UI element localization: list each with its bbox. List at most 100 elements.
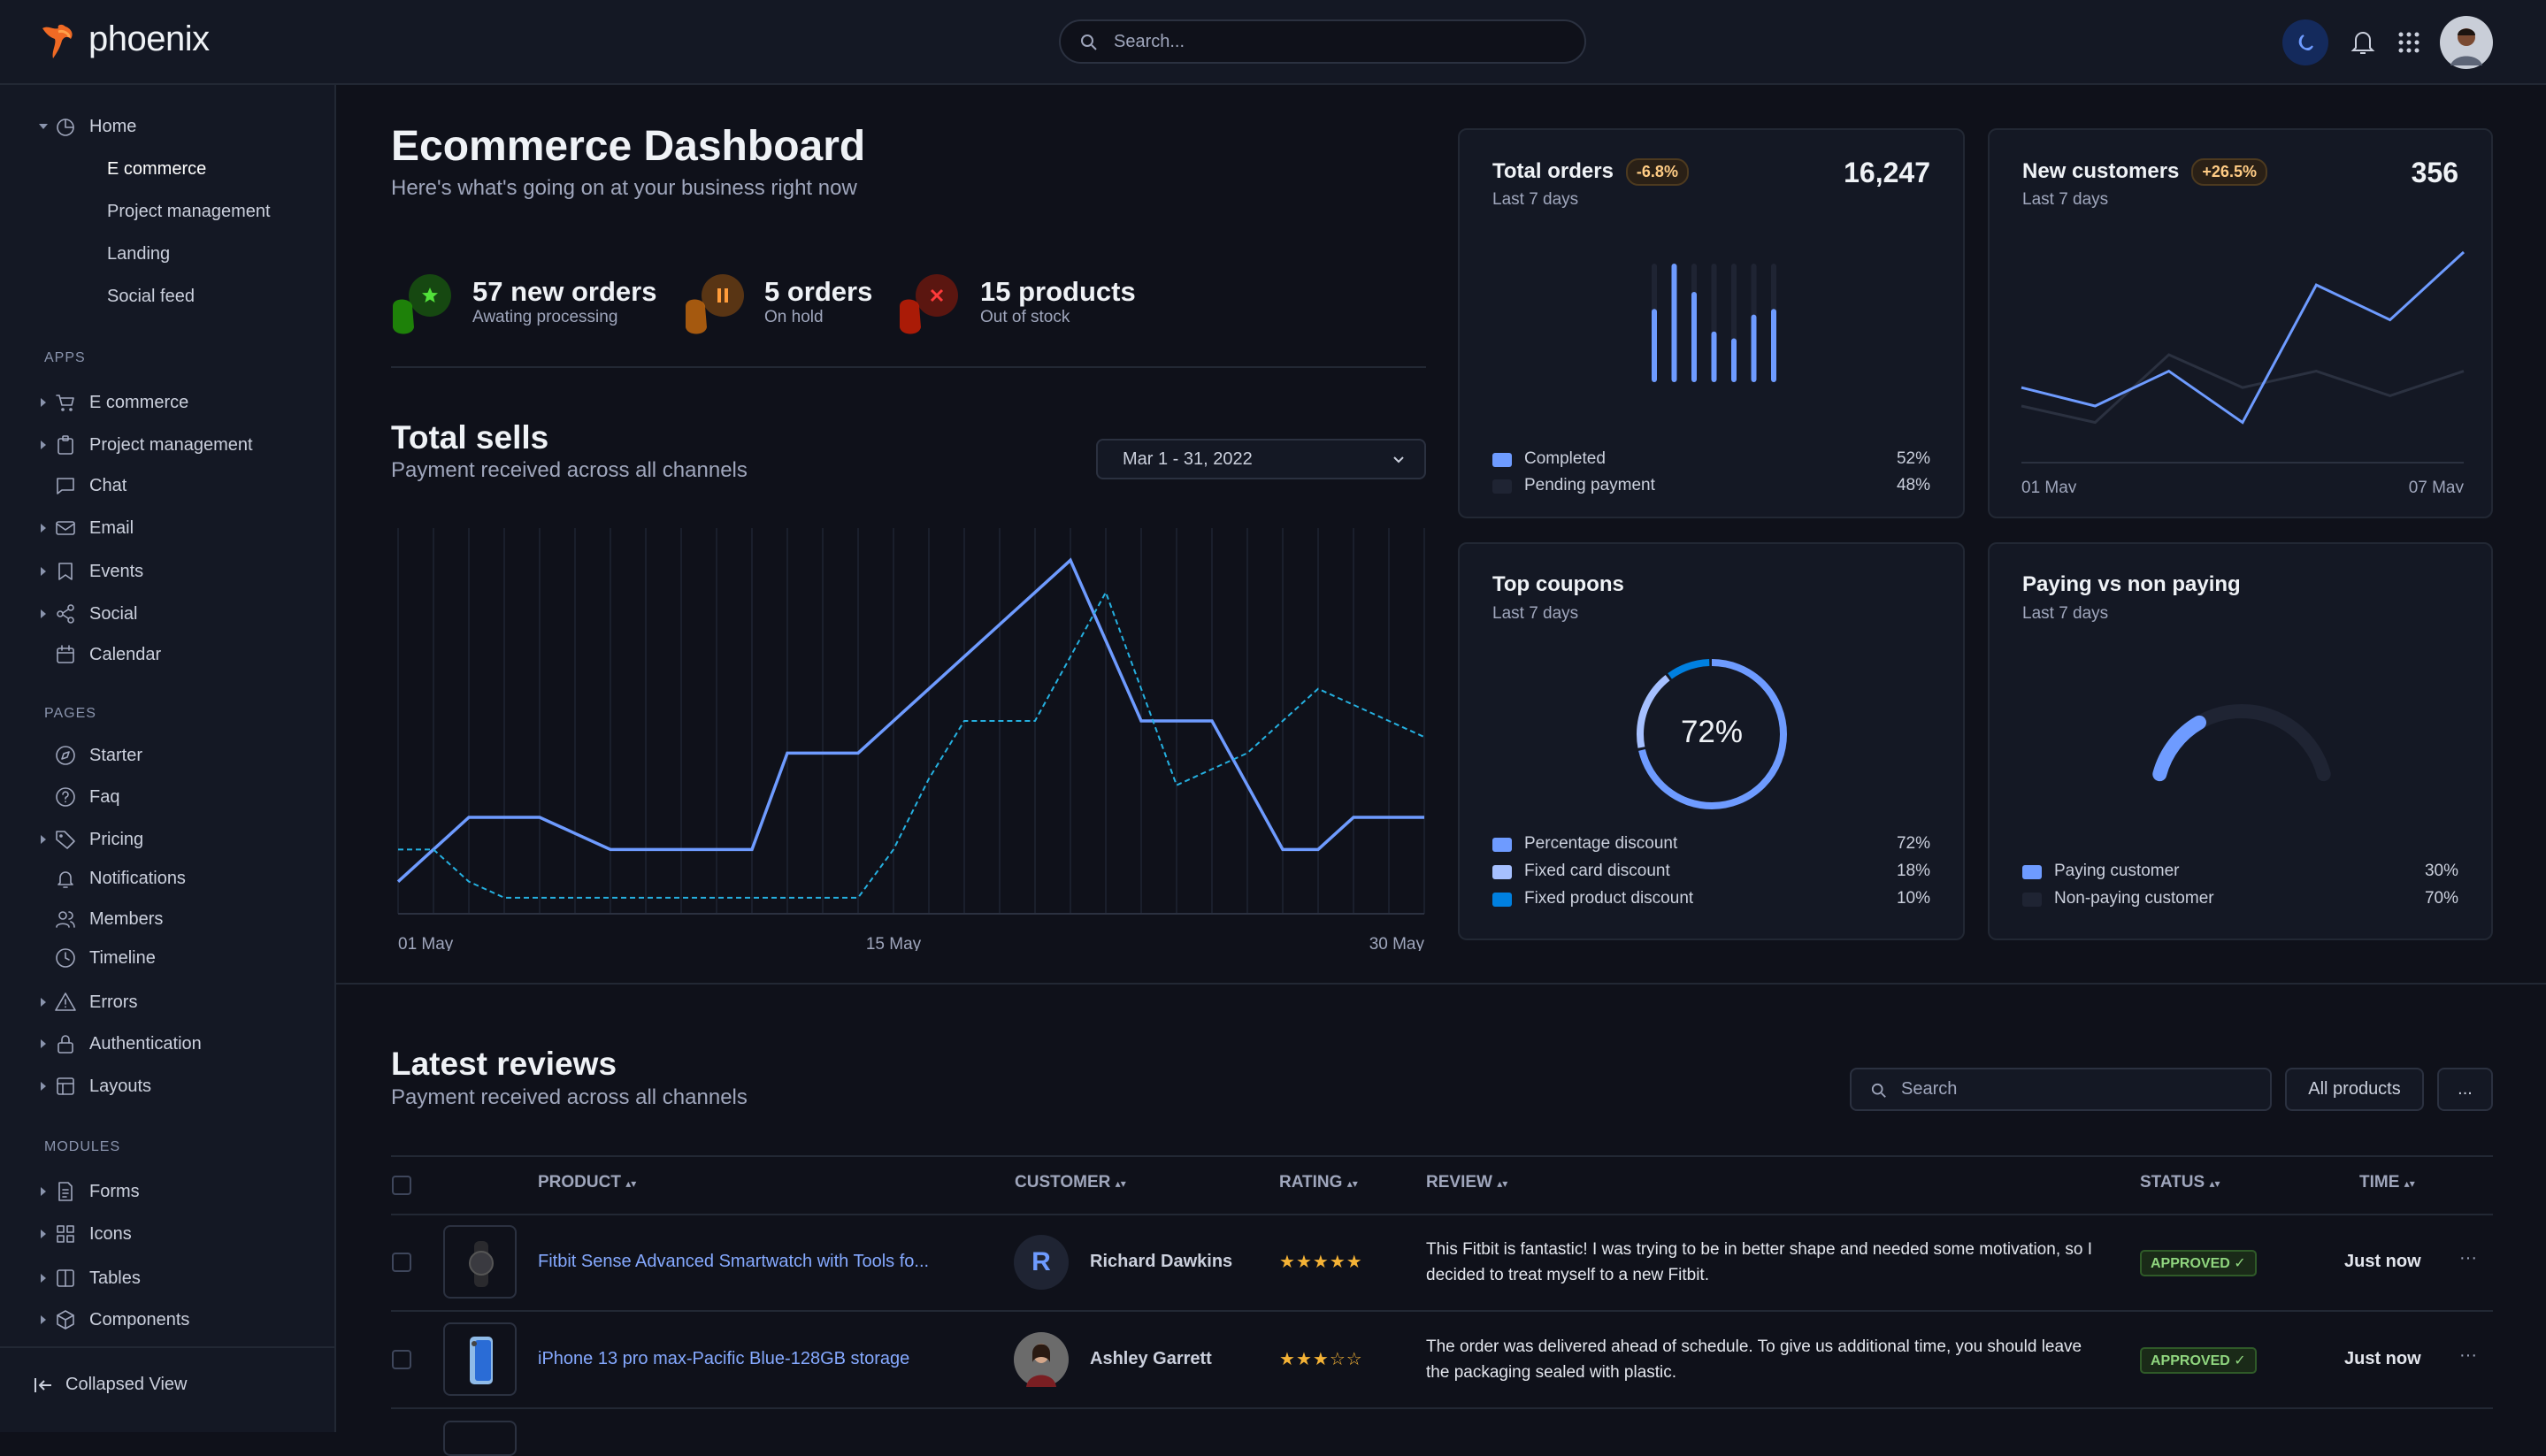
bookmark-icon — [55, 561, 76, 582]
sidebar-subitem-landing[interactable]: Landing — [107, 244, 170, 264]
row-actions-button[interactable]: ··· — [2459, 1345, 2477, 1366]
product-thumbnail[interactable] — [443, 1225, 517, 1299]
sidebar-item-project-management[interactable]: Project management — [0, 427, 334, 463]
gauge-fill — [2159, 723, 2199, 774]
stat-label: On hold — [764, 308, 824, 327]
sort-icon: ▴▾ — [1497, 1177, 1507, 1190]
row-checkbox[interactable] — [392, 1253, 411, 1272]
sidebar-subitem-project-management[interactable]: Project management — [107, 202, 271, 222]
column-header-time[interactable]: TIME ▴▾ — [2359, 1173, 2415, 1192]
row-checkbox[interactable] — [392, 1350, 411, 1369]
collapse-sidebar-button[interactable]: Collapsed View — [34, 1375, 188, 1395]
product-link[interactable]: Fitbit Sense Advanced Smartwatch with To… — [538, 1252, 929, 1272]
cart-icon — [55, 392, 76, 413]
sidebar-item-events[interactable]: Events — [0, 554, 334, 589]
column-header-rating[interactable]: RATING ▴▾ — [1279, 1173, 1358, 1192]
card-subtitle: Last 7 days — [2022, 190, 2108, 210]
star-filled-icon: ★ — [1346, 1253, 1363, 1272]
chat-icon — [55, 475, 76, 496]
customer-photo — [1014, 1332, 1069, 1387]
donut-center-label: 72% — [1623, 715, 1800, 750]
table-row: iPhone 13 pro max-Pacific Blue-128GB sto… — [0, 0, 2546, 96]
caret-right-icon — [41, 1315, 46, 1324]
sidebar-item-label: Calendar — [89, 645, 161, 665]
sidebar-item-authentication[interactable]: Authentication — [0, 1026, 334, 1061]
sidebar-item-faq[interactable]: Faq — [0, 779, 334, 815]
reviews-search-input[interactable]: Search — [1850, 1068, 2272, 1111]
sidebar-item-notifications[interactable]: Notifications — [0, 861, 334, 896]
avatar-initial: R — [1031, 1247, 1051, 1277]
sidebar-item-email[interactable]: Email — [0, 510, 334, 546]
iphone-image — [445, 1324, 518, 1398]
customer-name[interactable]: Ashley Garrett — [1090, 1349, 1212, 1369]
legend-label: Paying customer — [2054, 862, 2180, 881]
sidebar-item-layouts[interactable]: Layouts — [0, 1069, 334, 1104]
caret-right-icon — [41, 1274, 46, 1283]
sidebar-item-starter[interactable]: Starter — [0, 738, 334, 773]
date-range-select[interactable]: Mar 1 - 31, 2022 — [1096, 439, 1426, 479]
sidebar-item-members[interactable]: Members — [0, 901, 334, 937]
search-placeholder: Search — [1901, 1079, 1957, 1100]
review-text: This Fitbit is fantastic! I was trying t… — [1426, 1237, 2098, 1288]
smartwatch-image — [445, 1227, 518, 1300]
x-tick-label: 30 May — [1369, 935, 1425, 951]
legend-value: 72% — [1897, 834, 1930, 854]
sidebar-item-calendar[interactable]: Calendar — [0, 637, 334, 672]
series-line-dashed — [398, 593, 1424, 898]
table-divider — [391, 1310, 2493, 1312]
column-label: STATUS — [2140, 1173, 2205, 1192]
search-icon — [1871, 1083, 1887, 1099]
column-header-customer[interactable]: CUSTOMER ▴▾ — [1015, 1173, 1126, 1192]
sidebar-item-icons[interactable]: Icons — [0, 1216, 334, 1252]
star-filled-icon: ★ — [1313, 1350, 1330, 1369]
caret-right-icon — [41, 998, 46, 1007]
legend-swatch — [1492, 453, 1512, 467]
x-tick-label: 01 May — [2021, 479, 2077, 493]
product-link[interactable]: iPhone 13 pro max-Pacific Blue-128GB sto… — [538, 1349, 909, 1369]
sidebar-item-tables[interactable]: Tables — [0, 1261, 334, 1296]
sidebar-item-social[interactable]: Social — [0, 596, 334, 632]
columns-icon — [55, 1268, 76, 1289]
total-sells-subtitle: Payment received across all channels — [391, 458, 748, 483]
sidebar-item-label: Project management — [89, 435, 253, 456]
product-thumbnail[interactable] — [443, 1322, 517, 1396]
sidebar-item-chat[interactable]: Chat — [0, 468, 334, 503]
column-label: RATING — [1279, 1173, 1342, 1192]
legend-value: 18% — [1897, 862, 1930, 881]
sidebar-item-label: Timeline — [89, 948, 156, 969]
sidebar-item-label: Authentication — [89, 1034, 202, 1054]
sidebar-item-e-commerce[interactable]: E commerce — [0, 385, 334, 420]
column-header-product[interactable]: PRODUCT ▴▾ — [538, 1173, 636, 1192]
paying-card: Paying vs non paying Last 7 days Paying … — [1988, 542, 2493, 940]
card-title: New customers — [2022, 159, 2179, 183]
all-products-filter-button[interactable]: All products — [2285, 1068, 2424, 1111]
reviews-subtitle: Payment received across all channels — [391, 1085, 748, 1110]
sidebar-item-errors[interactable]: Errors — [0, 985, 334, 1020]
sidebar-item-components[interactable]: Components — [0, 1302, 334, 1337]
sidebar-item-forms[interactable]: Forms — [0, 1174, 334, 1209]
customer-name[interactable]: Richard Dawkins — [1090, 1252, 1232, 1272]
grid-icon — [55, 1223, 76, 1245]
product-thumbnail[interactable] — [443, 1421, 517, 1456]
pause-icon — [684, 271, 749, 336]
row-actions-button[interactable]: ··· — [2459, 1248, 2477, 1268]
sidebar-item-pricing[interactable]: Pricing — [0, 822, 334, 857]
select-all-checkbox[interactable] — [392, 1176, 411, 1195]
caret-right-icon — [41, 609, 46, 618]
sidebar-item-label: E commerce — [89, 393, 188, 413]
stat-icon-wrap — [684, 271, 749, 341]
sidebar-subitem-social-feed[interactable]: Social feed — [107, 287, 195, 307]
sidebar-item-home[interactable]: Home — [0, 109, 334, 144]
sidebar-item-timeline[interactable]: Timeline — [0, 940, 334, 976]
check-icon: ✓ — [2234, 1256, 2245, 1271]
sidebar-item-label: Tables — [89, 1268, 141, 1289]
status-label: APPROVED — [2151, 1256, 2230, 1271]
sidebar-subitem-e-commerce[interactable]: E commerce — [107, 159, 206, 180]
column-header-status[interactable]: STATUS ▴▾ — [2140, 1173, 2220, 1192]
column-header-review[interactable]: REVIEW ▴▾ — [1426, 1173, 1507, 1192]
date-range-value: Mar 1 - 31, 2022 — [1123, 449, 1253, 470]
more-options-button[interactable]: ... — [2437, 1068, 2493, 1111]
